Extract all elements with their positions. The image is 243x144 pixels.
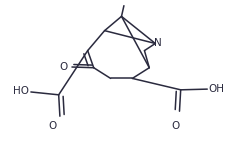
Text: OH: OH [208,84,225,94]
Text: O: O [172,122,180,131]
Text: N: N [154,38,162,49]
Text: O: O [60,62,68,72]
Text: O: O [49,122,57,131]
Text: HO: HO [12,86,28,95]
